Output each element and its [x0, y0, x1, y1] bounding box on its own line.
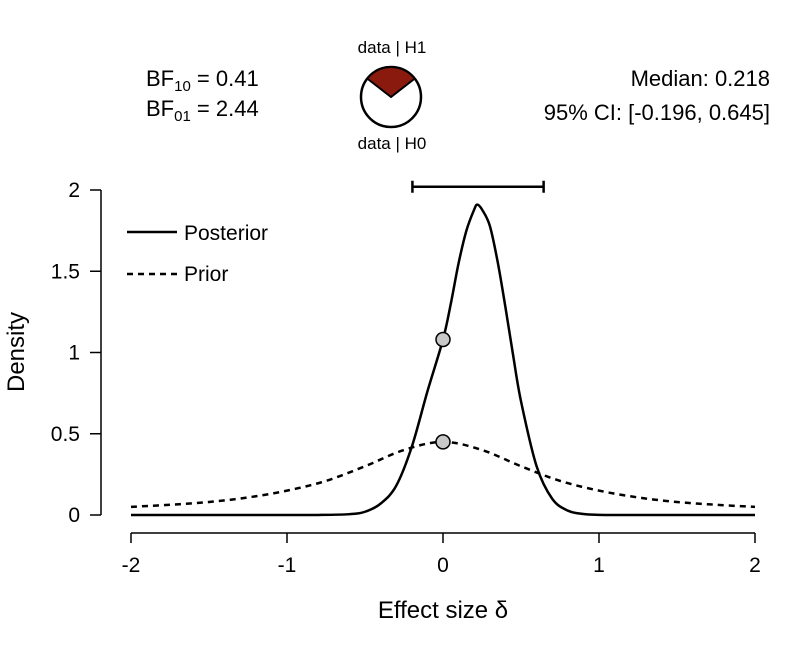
legend: Posterior Prior — [127, 222, 268, 286]
bf01-text: BF01 = 2.44 — [146, 96, 259, 125]
series-line-prior — [130, 440, 756, 509]
bf01-subscript: 01 — [174, 108, 191, 125]
y-tick-label-0.5: 0.5 — [51, 423, 80, 446]
pie-label-h0: data | H0 — [357, 134, 427, 153]
pie-label-h1: data | H1 — [357, 38, 427, 57]
y-tick-label-0: 0 — [68, 504, 80, 527]
y-tick-label-2: 2 — [68, 179, 80, 202]
y-axis-label: Density — [3, 312, 30, 392]
x-tick-label--1: -1 — [278, 554, 297, 577]
legend-posterior-label: Posterior — [184, 222, 268, 245]
posterior-median: Median: 0.218 — [630, 66, 770, 91]
x-tick-label-2: 2 — [749, 554, 761, 577]
point-prior — [435, 434, 451, 450]
credible-interval-text: 95% CI: [-0.196, 0.645] — [543, 100, 770, 125]
x-tick-label-1: 1 — [593, 554, 605, 577]
point-posterior — [435, 331, 451, 348]
legend-prior-label: Prior — [184, 263, 228, 286]
curves — [130, 203, 756, 517]
bf10-text: BF10 = 0.41 — [146, 66, 259, 95]
marks — [411, 180, 545, 450]
y-tick-label-1.5: 1.5 — [51, 260, 80, 283]
x-tick-label--2: -2 — [122, 554, 141, 577]
pie-h1-slice — [365, 66, 417, 99]
x-tick-label-0: 0 — [437, 554, 449, 577]
axes: -2 -1 0 1 2 0 0.5 1 1.5 2 — [51, 179, 761, 577]
series-line-posterior — [131, 203, 755, 517]
bf-pie-chart — [359, 65, 423, 129]
x-axis-label: Effect size δ — [378, 597, 508, 624]
bf10-subscript: 10 — [174, 78, 191, 95]
y-tick-label-1: 1 — [68, 342, 80, 365]
